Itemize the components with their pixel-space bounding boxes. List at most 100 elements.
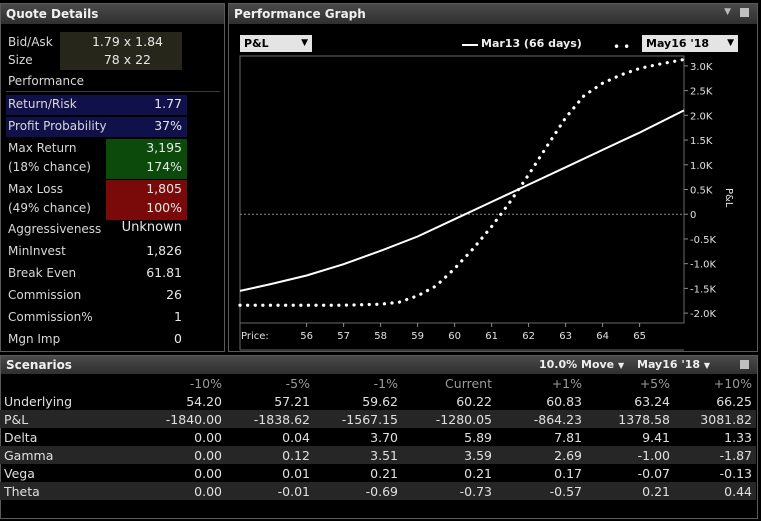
table-cell: -1567.15 (314, 410, 402, 428)
commission-label: Commission (8, 288, 82, 302)
table-cell: -0.57 (496, 482, 586, 500)
table-cell: 0.00 (194, 465, 222, 481)
max-loss-pct: 100% (146, 200, 182, 215)
table-cell: -0.13 (719, 465, 752, 481)
header-cell: -1% (373, 375, 398, 391)
bidask-box (60, 32, 182, 70)
legend-dotted-line-icon: •• (613, 40, 634, 54)
table-cell: 54.20 (186, 393, 222, 409)
return-risk-value: 1.77 (154, 96, 182, 111)
table-cell: 3.70 (370, 429, 398, 445)
max-return-pct: 174% (146, 159, 182, 174)
table-cell: 0.21 (370, 465, 398, 481)
table-row: P&L -1840.00 -1838.62 -1567.15 -1280.05 … (0, 410, 756, 428)
max-return-box (106, 139, 187, 179)
scenario-expiry-label: May16 '18 (637, 358, 701, 371)
profit-prob-value: 37% (154, 118, 182, 133)
table-cell: 63.24 (634, 393, 670, 409)
table-cell: 0.01 (282, 465, 310, 481)
header-cell: Current (445, 375, 492, 391)
chevron-down-icon: ▼ (727, 38, 734, 48)
performance-divider (6, 91, 220, 92)
header-cell (0, 374, 110, 392)
table-cell: 0.00 (194, 429, 222, 445)
metric-dropdown[interactable]: P&L ▼ (240, 35, 312, 52)
table-cell: 60.22 (456, 393, 492, 409)
scenarios-table: -10% -5% -1% Current +1% +5% +10% Underl… (0, 374, 756, 500)
chevron-down-icon: ▼ (703, 361, 711, 370)
scenario-expiry-dropdown[interactable]: May16 '18 ▼ (637, 358, 710, 371)
table-cell: 0.21 (586, 482, 674, 500)
panel-menu-icon[interactable]: ▼ (724, 7, 731, 17)
table-cell: 0.17 (554, 465, 582, 481)
legend-solid-line-icon (462, 44, 478, 46)
table-cell: 57.21 (274, 393, 310, 409)
row-label: Gamma (0, 446, 110, 464)
table-cell: 9.41 (642, 429, 670, 445)
mgn-imp-value: 0 (174, 331, 182, 346)
table-cell: 59.62 (362, 393, 398, 409)
row-label: Vega (4, 465, 35, 481)
table-cell: 66.25 (716, 393, 752, 409)
scenarios-header-row: -10% -5% -1% Current +1% +5% +10% (0, 374, 756, 392)
metric-dropdown-label: P&L (244, 37, 269, 50)
table-cell: 7.81 (554, 429, 582, 445)
mininvest-value: 1,826 (146, 243, 182, 258)
header-cell: -10% (189, 375, 222, 391)
table-cell: 3.51 (314, 446, 402, 464)
expiry-dropdown[interactable]: May16 '18 ▼ (642, 35, 738, 52)
table-cell: -864.23 (496, 410, 586, 428)
table-cell: -1840.00 (110, 410, 226, 428)
bidask-value: 1.79 x 1.84 (91, 34, 163, 49)
commission-pct-value: 1 (174, 309, 182, 324)
table-cell: -0.07 (637, 465, 670, 481)
legend-solid-label: Mar13 (66 days) (481, 37, 582, 50)
table-cell: 0.00 (110, 482, 226, 500)
panel-maximize-icon[interactable] (740, 8, 749, 17)
max-loss-box (106, 180, 187, 220)
move-dropdown[interactable]: 10.0% Move ▼ (539, 358, 624, 371)
table-row: Theta 0.00 -0.01 -0.69 -0.73 -0.57 0.21 … (0, 482, 756, 500)
table-cell: 0.44 (674, 482, 756, 500)
row-label: Underlying (4, 393, 73, 409)
table-cell: 1378.58 (586, 410, 674, 428)
table-cell: 60.83 (546, 393, 582, 409)
profit-prob-label: Profit Probability (8, 119, 107, 133)
performance-section-label: Performance (8, 74, 85, 88)
move-dropdown-label: 10.0% Move (539, 358, 615, 371)
table-cell: -0.01 (226, 482, 314, 500)
return-risk-box (6, 95, 187, 115)
header-cell: +10% (713, 375, 752, 391)
table-cell: 0.04 (282, 429, 310, 445)
return-risk-label: Return/Risk (8, 97, 77, 111)
size-value: 78 x 22 (103, 52, 151, 67)
table-cell: -1838.62 (226, 410, 314, 428)
aggressiveness-value: Unknown (121, 220, 182, 235)
scenarios-maximize-icon[interactable] (740, 360, 749, 369)
scenarios-title: Scenarios (1, 356, 757, 374)
bidask-label: Bid/Ask (8, 35, 53, 49)
max-return-chance-label: (18% chance) (8, 160, 91, 174)
quote-details-panel: Quote Details Bid/Ask 1.79 x 1.84 Size 7… (0, 3, 225, 352)
table-cell: 3.59 (402, 446, 496, 464)
performance-graph-title: Performance Graph (229, 4, 757, 24)
chevron-down-icon: ▼ (301, 38, 308, 48)
table-cell: -1280.05 (402, 410, 496, 428)
table-cell: -1.00 (586, 446, 674, 464)
table-cell: 1.33 (724, 429, 752, 445)
max-loss-chance-label: (49% chance) (8, 201, 91, 215)
row-label: P&L (0, 410, 110, 428)
table-cell: -1.87 (674, 446, 756, 464)
breakeven-label: Break Even (8, 266, 77, 280)
aggressiveness-label: Aggressiveness (8, 222, 102, 236)
header-cell: +5% (639, 375, 670, 391)
table-cell: 5.89 (464, 429, 492, 445)
table-row: Vega 0.00 0.01 0.21 0.21 0.17 -0.07 -0.1… (0, 464, 756, 482)
table-cell: 0.21 (464, 465, 492, 481)
table-cell: 2.69 (496, 446, 586, 464)
commission-value: 26 (166, 287, 182, 302)
header-cell: +1% (551, 375, 582, 391)
max-return-value: 3,195 (146, 140, 182, 155)
breakeven-value: 61.81 (146, 265, 182, 280)
table-cell: -0.73 (402, 482, 496, 500)
